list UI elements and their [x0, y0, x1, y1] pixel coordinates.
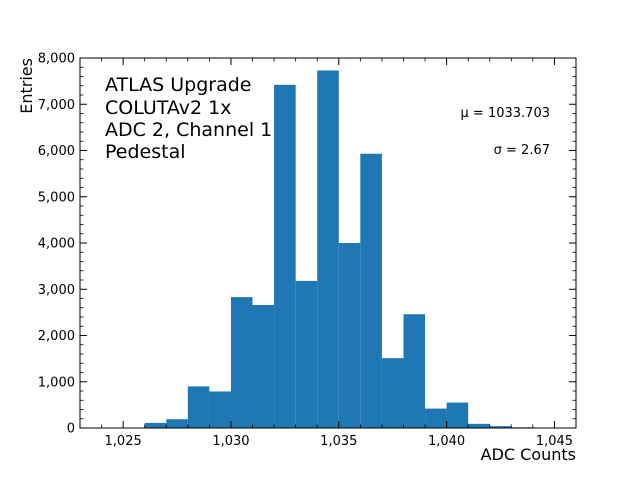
y-tick-label: 6,000: [38, 144, 75, 159]
x-tick-label: 1,035: [320, 434, 357, 449]
histogram-bar-7: [295, 280, 318, 428]
y-tick-label: 2,000: [38, 329, 75, 344]
histogram-bar-8: [317, 70, 339, 429]
annotation-line-3: ADC 2, Channel 1: [105, 119, 272, 141]
histogram-bar-15: [468, 423, 490, 428]
annotation-line-4: Pedestal: [105, 141, 186, 163]
sigma-label: σ = 2.67: [494, 143, 550, 158]
histogram-bar-6: [274, 84, 296, 428]
annotation-block: ATLAS Upgrade COLUTAv2 1x ADC 2, Channel…: [105, 74, 272, 163]
histogram-bar-14: [446, 402, 469, 428]
mean-label: μ = 1033.703: [461, 106, 550, 121]
histogram-bar-0: [144, 422, 167, 428]
histogram-bar-11: [381, 358, 404, 428]
x-tick-label: 1,045: [536, 434, 573, 449]
y-tick-label: 3,000: [38, 283, 75, 298]
histogram-bar-1: [166, 419, 188, 428]
histogram-bar-13: [425, 408, 447, 428]
annotation-line-1: ATLAS Upgrade: [105, 74, 251, 96]
histogram-bar-5: [252, 304, 275, 428]
x-axis-title: ADC Counts: [481, 445, 576, 464]
ticks-layer: [79, 57, 577, 429]
histogram-bar-10: [360, 153, 382, 429]
y-tick-label: 8,000: [38, 52, 75, 67]
histogram-bar-2: [187, 386, 210, 428]
x-tick-label: 1,040: [428, 434, 465, 449]
x-tick-label: 1,030: [212, 434, 249, 449]
x-tick-label: 1,025: [105, 434, 142, 449]
y-axis-title: Entries: [17, 58, 36, 114]
histogram-bar-16: [489, 426, 512, 428]
y-tick-label: 0: [67, 422, 75, 437]
y-tick-label: 4,000: [38, 237, 75, 252]
histogram-bar-4: [230, 297, 253, 428]
bars-layer: [144, 70, 533, 429]
y-tick-label: 5,000: [38, 190, 75, 205]
y-tick-label: 1,000: [38, 375, 75, 390]
histogram-bar-3: [209, 391, 231, 428]
annotation-line-2: COLUTAv2 1x: [105, 97, 232, 119]
tick-labels-layer: 1,025 1,030 1,035 1,040 1,045 0 1,000 2,000 3,00…: [38, 52, 573, 450]
histogram-bar-12: [403, 314, 426, 428]
histogram-bar-9: [338, 243, 361, 428]
y-tick-label: 7,000: [38, 98, 75, 113]
